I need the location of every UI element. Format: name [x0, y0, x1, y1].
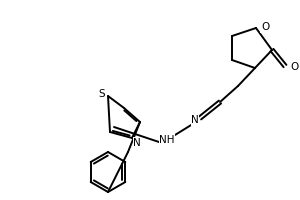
Text: O: O [290, 62, 298, 72]
Text: NH: NH [159, 135, 175, 145]
Text: S: S [99, 89, 105, 99]
Text: O: O [261, 22, 269, 32]
Text: N: N [191, 115, 199, 125]
Text: N: N [133, 138, 141, 148]
